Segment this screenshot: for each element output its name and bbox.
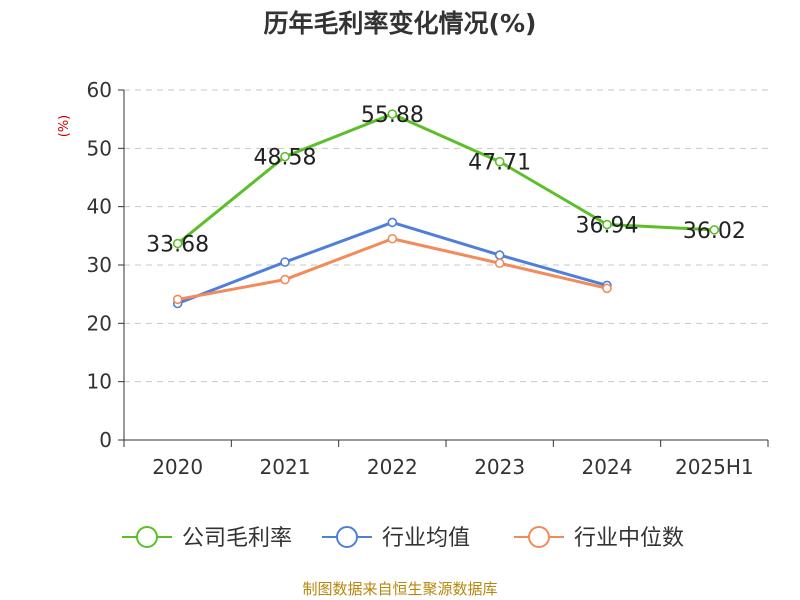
data-point [387,217,398,228]
data-point [387,109,398,119]
data-label: 36.94 [576,214,639,239]
legend-marker [136,526,158,548]
legend-label: 行业均值 [382,526,470,551]
legend-marker [528,526,550,548]
data-point [172,294,183,305]
legend-marker [336,526,358,548]
data-point [280,257,290,267]
y-tick-label: 60 [87,78,112,102]
data-label: 33.68 [146,233,209,258]
y-tick-label: 50 [87,136,112,160]
data-point [494,156,505,167]
data-point [172,238,183,249]
x-tick-label: 2021 [260,455,311,479]
y-tick-label: 20 [87,311,112,335]
y-tick-label: 10 [87,370,112,394]
series-line [177,237,608,301]
y-tick-label: 40 [87,195,112,219]
data-point [602,283,612,294]
series-lines [172,109,720,309]
legend: 公司毛利率 行业均值 行业中位数 [122,526,684,551]
y-axis-label: (%) [57,115,72,138]
grid-lines [124,89,768,383]
series-line [176,112,715,245]
data-label: 55.88 [361,103,424,128]
x-tick-label: 2024 [582,455,633,479]
data-point [387,233,398,244]
legend-label: 公司毛利率 [182,526,292,551]
axes: 0 10 20 30 40 50 60 2020 2021 2022 2023 2024 2025H1 [87,78,769,479]
data-point [280,274,290,285]
data-point [494,258,505,269]
data-point [494,250,505,260]
data-label: 48.58 [254,146,317,171]
x-tick-label: 2025H1 [675,455,754,479]
legend-label: 行业中位数 [574,526,684,551]
x-tick-label: 2020 [152,455,203,479]
x-tick-label: 2022 [367,455,418,479]
data-labels: 33.68 48.58 55.88 47.71 36.94 36.02 [146,103,746,258]
data-label: 47.71 [468,151,531,176]
chart-title: 历年毛利率变化情况(%) [263,9,537,38]
source-note: 制图数据来自恒生聚源数据库 [302,580,498,598]
y-tick-label: 0 [99,428,112,452]
x-tick-label: 2023 [474,455,525,479]
data-point [280,151,290,162]
data-label: 36.02 [683,219,746,244]
data-point [602,219,612,230]
data-point [709,225,720,235]
y-tick-label: 30 [87,253,112,277]
